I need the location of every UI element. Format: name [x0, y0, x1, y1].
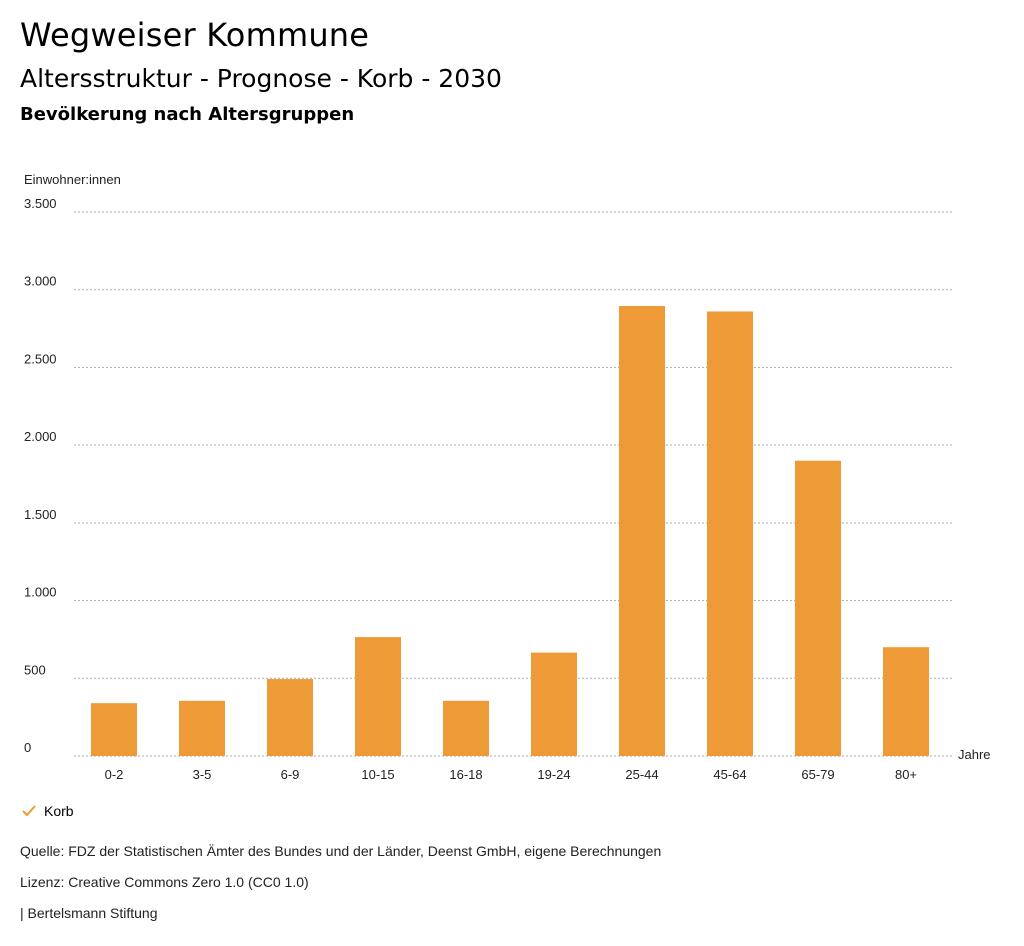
source-note: Quelle: FDZ der Statistischen Ämter des … — [20, 843, 662, 859]
y-tick-label: 3.000 — [24, 274, 57, 289]
x-tick-label: 3-5 — [193, 767, 212, 782]
x-tick-label: 6-9 — [281, 767, 300, 782]
bar-65-79 — [795, 460, 841, 756]
bar-6-9 — [267, 679, 313, 756]
bar-45-64 — [707, 311, 753, 756]
x-tick-label: 0-2 — [105, 767, 124, 782]
chart-caption: Bevölkerung nach Altersgruppen — [20, 104, 355, 125]
legend-label: Korb — [44, 803, 74, 819]
x-tick-label: 10-15 — [361, 767, 394, 782]
x-tick-label: 65-79 — [801, 767, 834, 782]
y-tick-label: 1.500 — [24, 507, 57, 522]
x-tick-label: 19-24 — [537, 767, 570, 782]
x-tick-label: 25-44 — [625, 767, 658, 782]
bar-chart: Einwohner:innen 0 500 1.000 1.500 2.000 2.500 3… — [24, 172, 991, 782]
y-tick-label: 2.500 — [24, 351, 57, 366]
bar-19-24 — [531, 652, 577, 756]
publisher-note: | Bertelsmann Stiftung — [20, 905, 158, 921]
check-icon — [22, 805, 36, 817]
bar-80+ — [883, 647, 929, 756]
bar-0-2 — [91, 703, 137, 756]
bar-16-18 — [443, 700, 489, 756]
bar-25-44 — [619, 306, 665, 756]
y-tick-label: 500 — [24, 662, 46, 677]
bar-3-5 — [179, 700, 225, 756]
license-note: Lizenz: Creative Commons Zero 1.0 (CC0 1… — [20, 874, 309, 890]
x-tick-label: 16-18 — [449, 767, 482, 782]
bar-10-15 — [355, 637, 401, 756]
x-axis-label: Jahre — [958, 747, 991, 762]
chart-subtitle: Altersstruktur - Prognose - Korb - 2030 — [20, 64, 502, 93]
y-axis-label: Einwohner:innen — [24, 172, 121, 187]
page-title: Wegweiser Kommune — [20, 16, 370, 54]
y-tick-label: 3.500 — [24, 196, 57, 211]
legend-item-korb[interactable]: Korb — [20, 802, 74, 820]
y-tick-label: 0 — [24, 740, 31, 755]
x-tick-label: 80+ — [895, 767, 917, 782]
y-tick-label: 1.000 — [24, 585, 57, 600]
x-tick-label: 45-64 — [713, 767, 746, 782]
y-tick-label: 2.000 — [24, 429, 57, 444]
